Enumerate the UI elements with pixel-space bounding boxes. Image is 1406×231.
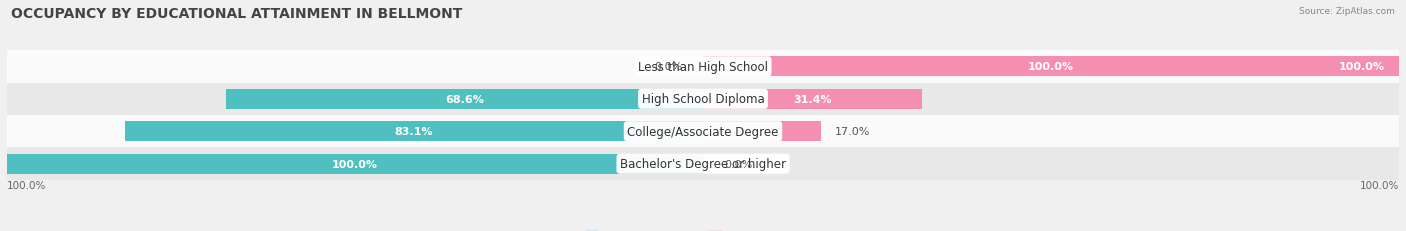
Text: 83.1%: 83.1% [395, 127, 433, 137]
Bar [7, 148, 1399, 180]
Text: 100.0%: 100.0% [332, 159, 378, 169]
Bar [703, 122, 821, 142]
Bar [7, 51, 1399, 83]
Text: High School Diploma: High School Diploma [641, 93, 765, 106]
Text: 0.0%: 0.0% [654, 62, 682, 72]
Legend: Owner-occupied, Renter-occupied: Owner-occupied, Renter-occupied [581, 227, 825, 231]
Text: OCCUPANCY BY EDUCATIONAL ATTAINMENT IN BELLMONT: OCCUPANCY BY EDUCATIONAL ATTAINMENT IN B… [11, 7, 463, 21]
Bar [7, 154, 703, 174]
Text: 100.0%: 100.0% [1339, 62, 1385, 72]
Text: 0.0%: 0.0% [724, 159, 752, 169]
Text: 17.0%: 17.0% [835, 127, 870, 137]
Text: Less than High School: Less than High School [638, 61, 768, 73]
Bar [703, 57, 1399, 77]
Bar [7, 83, 1399, 116]
Bar [225, 89, 703, 109]
Text: Source: ZipAtlas.com: Source: ZipAtlas.com [1299, 7, 1395, 16]
Text: 100.0%: 100.0% [7, 180, 46, 190]
Bar [7, 116, 1399, 148]
Text: 100.0%: 100.0% [1360, 180, 1399, 190]
Text: Bachelor's Degree or higher: Bachelor's Degree or higher [620, 158, 786, 170]
Text: 100.0%: 100.0% [1028, 62, 1074, 72]
Bar [703, 89, 921, 109]
Text: 31.4%: 31.4% [793, 94, 831, 104]
Text: 68.6%: 68.6% [444, 94, 484, 104]
Text: College/Associate Degree: College/Associate Degree [627, 125, 779, 138]
Bar [125, 122, 703, 142]
